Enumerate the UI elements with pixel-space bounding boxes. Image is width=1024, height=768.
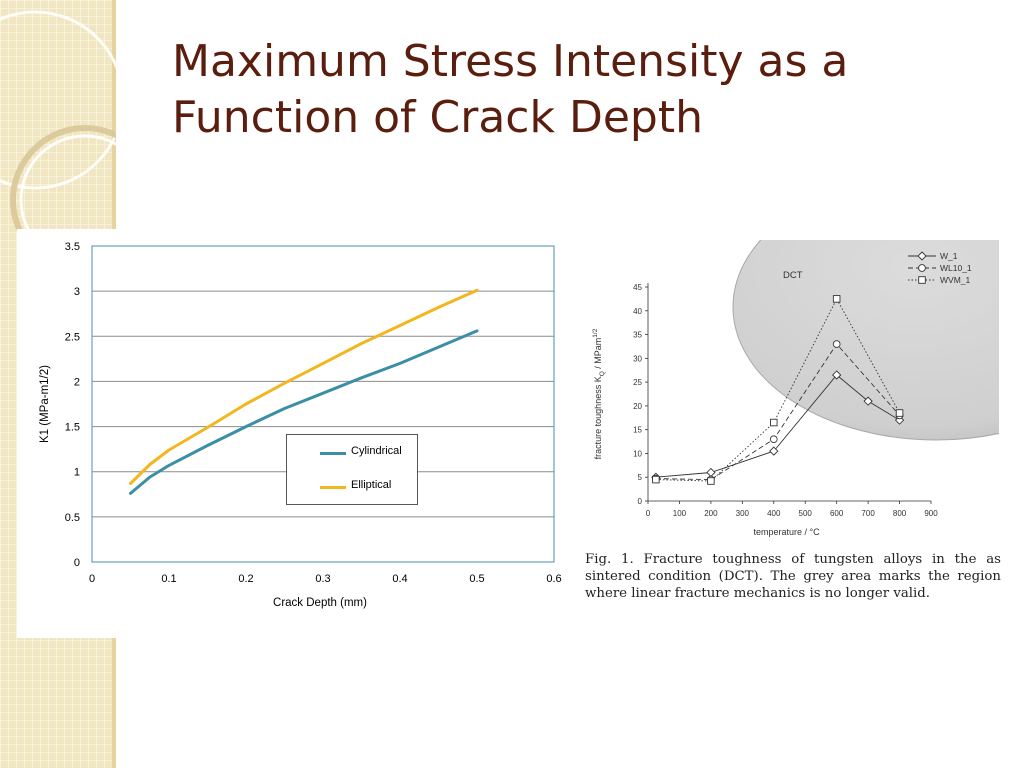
data-point-wvm-1	[770, 418, 778, 427]
x-tick-label: 0.1	[161, 573, 176, 585]
data-point-w-1	[706, 467, 716, 478]
data-point-wvm-1	[832, 295, 841, 303]
x-tick-label: 900	[924, 509, 938, 518]
legend-label-wl10-1: WL10_1	[940, 263, 972, 273]
series-line-w-1	[655, 374, 900, 478]
series-line-cylindrical	[129, 329, 479, 495]
chart-legend: Cylindrical Elliptical	[286, 434, 418, 505]
y-tick-label: 2.5	[65, 331, 80, 343]
legend-marker-wvm-1	[918, 276, 926, 284]
y-tick-label: 1	[74, 467, 80, 479]
y-tick-label: 35	[633, 331, 642, 340]
data-point-wvm-1	[707, 477, 715, 485]
y-tick-label: 40	[633, 307, 642, 316]
fracture-toughness-figure: DCT 0 5 10 15 20 25 30 35 40 45 0 100 200 300 400 500 600…	[583, 240, 999, 540]
x-tick-label: 800	[893, 509, 907, 518]
y-tick-label: 15	[633, 426, 642, 435]
y-tick-label: 3.5	[65, 241, 80, 253]
y-tick-label: 1.5	[65, 422, 80, 434]
y-tick-label: 45	[633, 283, 642, 292]
data-point-w-1	[863, 396, 873, 406]
x-tick-label: 0.4	[392, 573, 407, 585]
legend-label-wvm-1: WVM_1	[940, 275, 971, 285]
x-tick-label: 600	[830, 509, 844, 518]
x-tick-label: 0	[646, 509, 651, 518]
data-point-wvm-1	[895, 409, 904, 417]
data-point-wvm-1	[652, 475, 660, 484]
x-tick-label: 200	[704, 509, 718, 518]
x-axis-label: temperature / °C	[753, 527, 820, 537]
slide-title-line-1: Maximum Stress Intensity as a	[172, 36, 849, 87]
y-tick-label: 25	[633, 378, 642, 387]
y-tick-label: 20	[633, 402, 642, 411]
data-point-wl10-1	[769, 435, 778, 444]
y-tick-label: 3	[74, 286, 80, 298]
x-tick-label: 0.3	[315, 573, 330, 585]
legend-label-cylindrical: Cylindrical	[351, 445, 402, 457]
data-point-w-1	[832, 370, 842, 380]
x-tick-label: 400	[767, 509, 781, 518]
x-tick-label: 0.2	[238, 573, 253, 585]
x-tick-label: 700	[861, 509, 875, 518]
y-tick-label: 0	[74, 557, 80, 569]
legend-label-elliptical: Elliptical	[351, 479, 392, 491]
data-point-w-1	[769, 446, 779, 456]
series-line-elliptical	[129, 288, 479, 485]
y-tick-label: 2	[74, 376, 80, 388]
y-tick-label: 0.5	[65, 512, 80, 524]
invalid-region-shading	[732, 240, 999, 441]
data-point-wl10-1	[832, 340, 841, 348]
x-tick-label: 500	[799, 509, 813, 518]
dct-region-label: DCT	[783, 270, 803, 281]
plot-area	[91, 245, 555, 563]
legend-marker-wl10-1	[918, 264, 926, 272]
x-tick-label: 300	[736, 509, 750, 518]
fracture-toughness-chart-svg: DCT 0 5 10 15 20 25 30 35 40 45 0 100 200 300 400 500 600…	[592, 240, 999, 537]
legend-swatch-cylindrical	[320, 452, 346, 455]
y-tick-label: 30	[633, 354, 642, 363]
legend-label-w-1: W_1	[940, 251, 958, 261]
x-tick-label: 0.6	[546, 573, 561, 585]
x-tick-label: 0.5	[469, 573, 484, 585]
slide-title-line-2: Function of Crack Depth	[172, 92, 703, 143]
y-axis-label: K1 (MPa-m1/2)	[39, 365, 51, 443]
y-tick-label: 0	[638, 497, 643, 506]
figure-caption: Fig. 1. Fracture toughness of tungsten a…	[585, 552, 1001, 601]
x-axis-label: Crack Depth (mm)	[273, 597, 367, 609]
slide-title: Maximum Stress Intensity as a Function o…	[172, 34, 992, 146]
y-axis-label: fracture toughness KQ / MPam1/2	[592, 328, 606, 459]
legend-swatch-elliptical	[320, 486, 346, 489]
y-tick-label: 5	[638, 473, 643, 482]
stress-intensity-chart-svg: 0 0.5 1 1.5 2 2.5 3 3.5 0 0.1 0.2 0.3 0.4 0.5 0.6 Crack…	[39, 241, 562, 609]
stress-intensity-chart: 0 0.5 1 1.5 2 2.5 3 3.5 0 0.1 0.2 0.3 0.4 0.5 0.6 Crack…	[17, 229, 570, 638]
legend-marker-w-1	[917, 251, 927, 261]
x-tick-label: 100	[673, 509, 687, 518]
y-tick-label: 10	[633, 449, 642, 458]
x-tick-label: 0	[89, 573, 95, 585]
